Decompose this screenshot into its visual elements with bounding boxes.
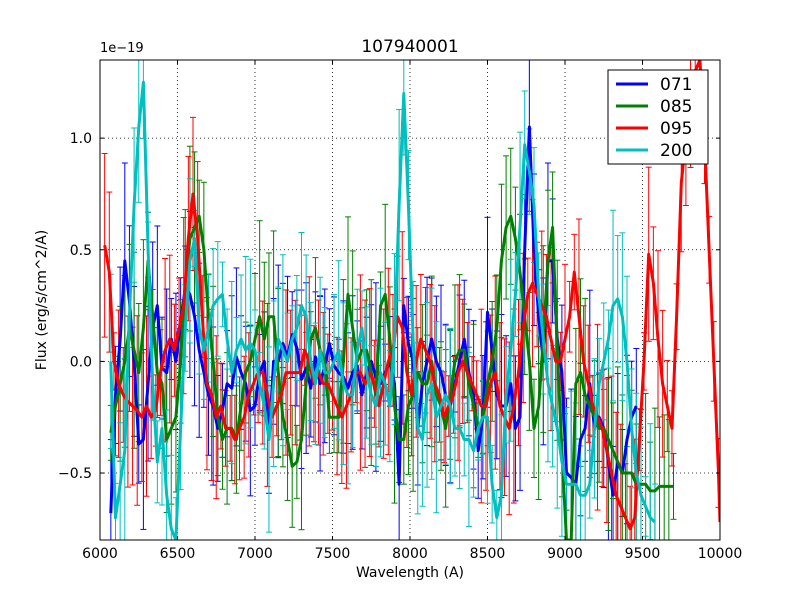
axis-ticks: 6000 6500 7000 7500 8000 8500 9000 9500 10000 −0.… bbox=[58, 60, 742, 562]
y-tick-label: 0.0 bbox=[70, 354, 92, 370]
legend-label-085: 085 bbox=[660, 97, 692, 117]
x-tick-label: 7000 bbox=[237, 546, 273, 562]
x-tick-label: 9000 bbox=[547, 546, 583, 562]
legend-label-095: 095 bbox=[660, 119, 692, 139]
series-lines bbox=[103, 60, 720, 540]
series-line-200 bbox=[109, 80, 656, 540]
legend-box bbox=[607, 69, 709, 165]
x-tick-label: 9500 bbox=[625, 546, 661, 562]
x-tick-label: 8000 bbox=[392, 546, 428, 562]
legend-label-200: 200 bbox=[660, 141, 692, 161]
y-tick-label: 1.0 bbox=[70, 131, 92, 147]
x-tick-label: 6500 bbox=[160, 546, 196, 562]
y-tick-label: 0.5 bbox=[70, 243, 92, 259]
chart-title: 107940001 bbox=[361, 37, 458, 57]
x-tick-label: 10000 bbox=[698, 546, 743, 562]
y-tick-label: −0.5 bbox=[58, 466, 92, 482]
y-axis-label: Flux (erg/s/cm^2/A) bbox=[34, 230, 50, 370]
legend-label-071: 071 bbox=[660, 75, 692, 95]
x-tick-label: 6000 bbox=[82, 546, 118, 562]
y-offset-text: 1e−19 bbox=[100, 41, 144, 56]
x-axis-label: Wavelength (A) bbox=[356, 565, 464, 581]
x-tick-label: 8500 bbox=[470, 546, 506, 562]
x-tick-label: 7500 bbox=[315, 546, 351, 562]
